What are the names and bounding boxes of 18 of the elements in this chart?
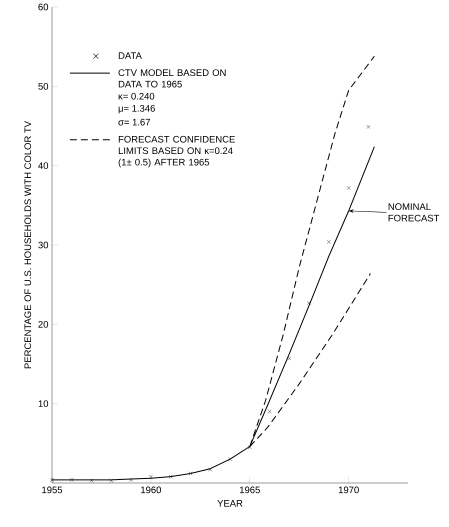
y-tick-label: 20 [38,320,48,328]
x-tick-label: 1960 [141,486,162,494]
legend-label: FORECAST CONFIDENCE LIMITS BASED ON κ=0.24 (1± 0.5) AFTER 1965 [118,136,235,168]
annotation: σ= 1.67 [118,118,150,126]
x-axis-title: YEAR [217,500,242,507]
legend-label: DATA [118,52,142,59]
y-tick-label: 30 [38,242,48,248]
y-tick-label: 10 [38,400,48,408]
annotation: μ= 1.346 [118,104,155,114]
y-tick-label: 40 [38,162,48,170]
annotation: κ= 0.240 [118,92,154,100]
y-axis-title: PERCENTAGE OF U.S. HOUSEHOLDS WITH COLOR TV [24,121,32,368]
x-tick-label: 1965 [240,486,260,494]
x-tick-label: 1970 [338,486,359,494]
x-tick-label: 1955 [42,486,62,494]
annotation: NOMINAL FORECAST [388,203,440,222]
y-tick-label: 50 [38,82,48,90]
y-tick-label: 60 [38,4,48,10]
